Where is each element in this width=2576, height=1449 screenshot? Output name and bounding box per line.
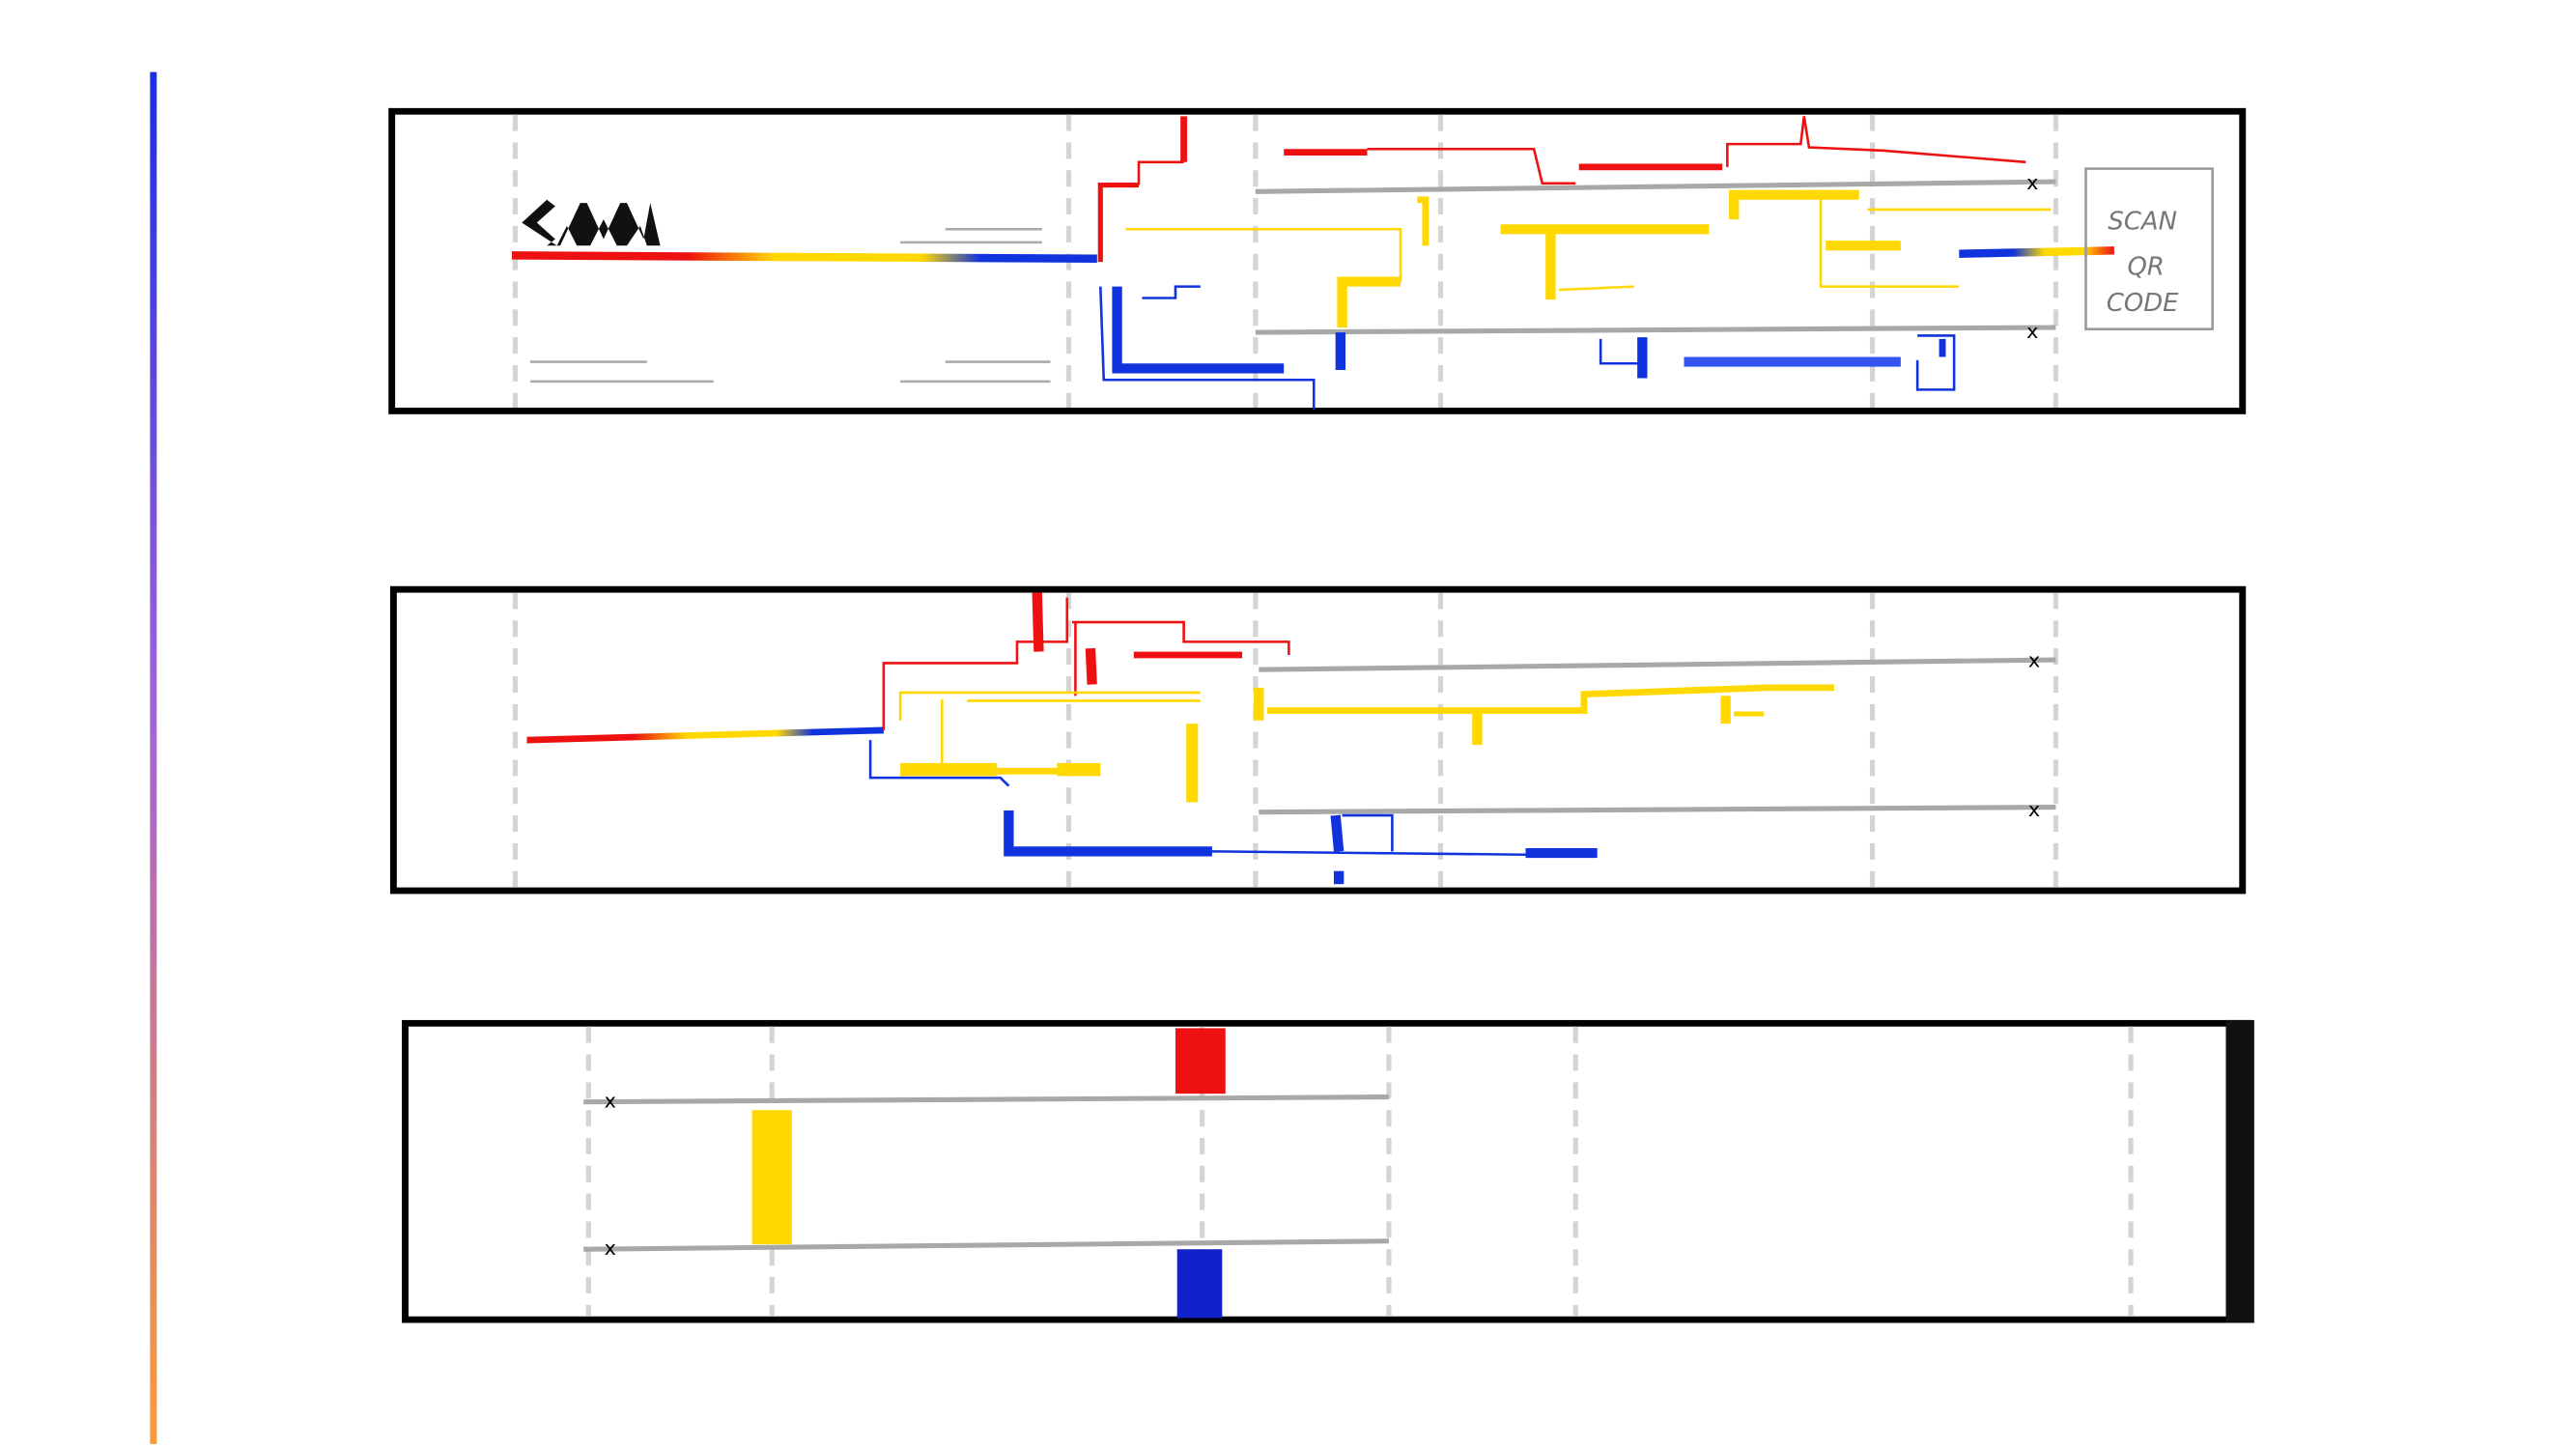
panel: x x bbox=[388, 107, 2247, 414]
marker: x bbox=[2028, 649, 2040, 672]
dividers bbox=[585, 1026, 2134, 1317]
dividers bbox=[512, 592, 2059, 888]
marker: x bbox=[2028, 798, 2040, 821]
blue-paths bbox=[868, 740, 1598, 885]
gradient-line bbox=[526, 726, 884, 744]
side-bar bbox=[150, 71, 157, 1444]
gradient-line bbox=[511, 251, 1097, 264]
red-paths bbox=[882, 592, 1290, 730]
qr-label: QR bbox=[2127, 253, 2164, 282]
track bbox=[1255, 325, 2056, 335]
end-bar bbox=[2225, 1019, 2254, 1323]
panel: x x bbox=[402, 1019, 2254, 1323]
placeholder-lines bbox=[529, 228, 1051, 384]
qr-label: CODE bbox=[2107, 289, 2180, 318]
marker: x bbox=[605, 1236, 616, 1260]
yellow-paths bbox=[1125, 189, 2052, 327]
marker: x bbox=[605, 1090, 616, 1113]
yellow-paths bbox=[898, 684, 1834, 803]
panel-frame bbox=[389, 585, 2247, 895]
red-paths bbox=[1097, 116, 2026, 263]
qr-label: SCAN bbox=[2108, 207, 2177, 236]
track bbox=[583, 1238, 1389, 1252]
marker: x bbox=[2026, 171, 2038, 194]
logo bbox=[522, 199, 661, 246]
yellow-block bbox=[751, 1110, 792, 1245]
track bbox=[583, 1094, 1389, 1105]
track bbox=[1259, 657, 2056, 672]
blue-paths bbox=[1099, 285, 1956, 410]
qr-box bbox=[2084, 167, 2214, 330]
track bbox=[1259, 805, 2056, 815]
marker: x bbox=[2026, 320, 2038, 343]
panel: x x bbox=[389, 585, 2247, 895]
panel-frame bbox=[388, 107, 2247, 414]
gradient-line bbox=[1959, 246, 2114, 258]
track bbox=[1255, 179, 2056, 194]
blue-block bbox=[1176, 1249, 1223, 1319]
panel-frame bbox=[402, 1019, 2251, 1323]
red-block bbox=[1175, 1028, 1226, 1094]
